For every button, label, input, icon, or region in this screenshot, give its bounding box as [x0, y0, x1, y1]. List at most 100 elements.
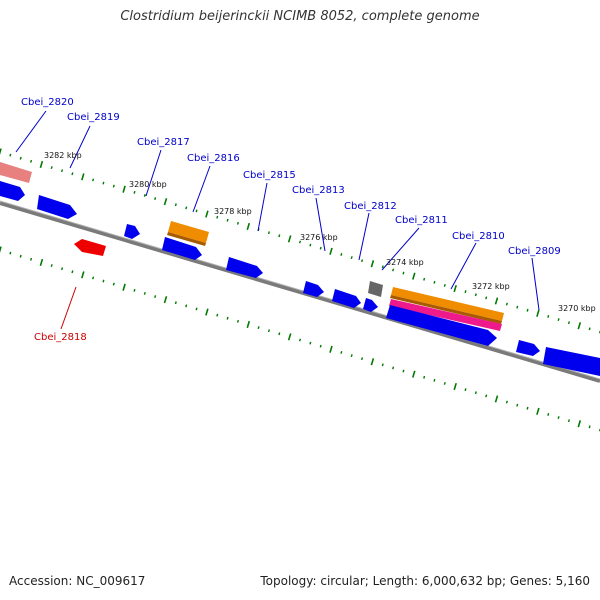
- minor-tick: [102, 181, 105, 185]
- gene-cbei-2815[interactable]: [226, 257, 263, 278]
- minor-tick: [516, 403, 519, 407]
- gene-label[interactable]: Cbei_2820: [21, 97, 74, 108]
- minor-tick: [588, 425, 591, 429]
- major-tick: [39, 160, 44, 169]
- callout-cbei-2817: [145, 149, 162, 197]
- minor-tick: [19, 156, 22, 160]
- minor-tick: [195, 307, 198, 311]
- gene-label[interactable]: Cbei_2818: [34, 332, 87, 343]
- major-tick: [39, 258, 44, 267]
- major-tick: [81, 173, 85, 181]
- major-tick: [246, 222, 251, 231]
- major-tick: [246, 320, 251, 329]
- minor-tick: [195, 209, 198, 213]
- minor-tick: [443, 283, 446, 287]
- callout-cbei-2816: [192, 165, 211, 213]
- minor-tick: [298, 240, 302, 244]
- minor-tick: [143, 291, 146, 295]
- minor-tick: [30, 159, 33, 163]
- feature-pink-2811[interactable]: [389, 299, 502, 331]
- gene-cbei-2820[interactable]: [0, 162, 32, 183]
- backbone-highlight: [0, 200, 600, 380]
- major-tick: [163, 296, 168, 304]
- gene-forward-3[interactable]: [363, 298, 378, 312]
- gene-label[interactable]: Cbei_2812: [344, 201, 397, 212]
- major-tick: [205, 210, 209, 218]
- feature-orange-2811[interactable]: [391, 287, 504, 321]
- minor-tick: [61, 169, 64, 173]
- minor-tick: [402, 271, 405, 275]
- gene-label[interactable]: Cbei_2816: [187, 153, 240, 164]
- minor-tick: [267, 329, 270, 333]
- minor-tick: [464, 388, 467, 392]
- callout-cbei-2810: [450, 242, 477, 290]
- minor-tick: [236, 319, 239, 323]
- gene-forward-2[interactable]: [37, 195, 77, 219]
- minor-tick: [485, 394, 488, 398]
- minor-tick: [361, 259, 364, 263]
- feature-orange-2811-edge: [390, 295, 502, 324]
- feature-track: [0, 162, 504, 331]
- inner-tick-ring: [0, 148, 600, 334]
- backbone: [0, 200, 600, 383]
- major-tick: [577, 420, 582, 428]
- gene-label[interactable]: Cbei_2809: [508, 246, 561, 257]
- feature-orange-2816[interactable]: [168, 221, 209, 243]
- gene-forward-4[interactable]: [543, 347, 600, 376]
- callout-cbei-2815: [257, 182, 268, 232]
- minor-tick: [361, 357, 364, 361]
- minor-tick: [50, 264, 53, 268]
- tick-label: 3278 kbp: [214, 207, 252, 216]
- gene-cbei-2817[interactable]: [124, 224, 140, 239]
- minor-tick: [216, 215, 219, 219]
- callout-cbei-2813: [315, 197, 326, 252]
- minor-tick: [443, 381, 446, 385]
- tick-label: 3272 kbp: [472, 282, 510, 291]
- feature-gray-2812[interactable]: [368, 281, 383, 297]
- gene-cbei-2812[interactable]: [332, 289, 361, 308]
- minor-tick: [319, 344, 322, 348]
- gene-forward-1[interactable]: [0, 181, 25, 201]
- minor-tick: [9, 153, 12, 157]
- callout-cbei-2820: [15, 110, 47, 153]
- gene-label[interactable]: Cbei_2813: [292, 185, 345, 196]
- gene-cbei-2816[interactable]: [162, 237, 202, 260]
- major-tick: [577, 322, 582, 330]
- major-tick: [536, 407, 540, 415]
- minor-tick: [309, 341, 312, 345]
- tick-label: 3270 kbp: [558, 304, 596, 313]
- minor-tick: [226, 218, 229, 222]
- major-tick: [329, 345, 333, 353]
- gene-cbei-2813[interactable]: [303, 281, 324, 297]
- tick-label: 3276 kbp: [300, 233, 338, 242]
- gene-label[interactable]: Cbei_2819: [67, 112, 120, 123]
- minor-tick: [547, 315, 550, 318]
- major-tick: [287, 235, 292, 243]
- minor-tick: [154, 197, 157, 200]
- minor-tick: [174, 203, 177, 207]
- minor-tick: [298, 338, 302, 342]
- gene-cbei-2818[interactable]: [74, 239, 106, 256]
- minor-tick: [61, 267, 64, 271]
- gene-label[interactable]: Cbei_2811: [395, 215, 448, 226]
- minor-tick: [257, 326, 260, 330]
- minor-tick: [50, 166, 53, 170]
- major-tick: [370, 358, 375, 366]
- gene-label[interactable]: Cbei_2815: [243, 170, 296, 181]
- gene-label[interactable]: Cbei_2817: [137, 137, 190, 148]
- minor-tick: [381, 265, 384, 269]
- minor-tick: [174, 301, 177, 305]
- minor-tick: [557, 318, 560, 322]
- minor-tick: [505, 302, 508, 306]
- gene-cbei-2809[interactable]: [516, 340, 540, 356]
- forward-genes: [0, 181, 600, 376]
- minor-tick: [340, 351, 343, 354]
- tick-label: 3282 kbp: [44, 151, 82, 160]
- minor-tick: [309, 243, 312, 247]
- minor-tick: [485, 296, 488, 300]
- major-tick: [205, 308, 209, 316]
- minor-tick: [381, 363, 384, 367]
- gene-cbei-2810[interactable]: [386, 305, 497, 346]
- gene-label[interactable]: Cbei_2810: [452, 231, 505, 242]
